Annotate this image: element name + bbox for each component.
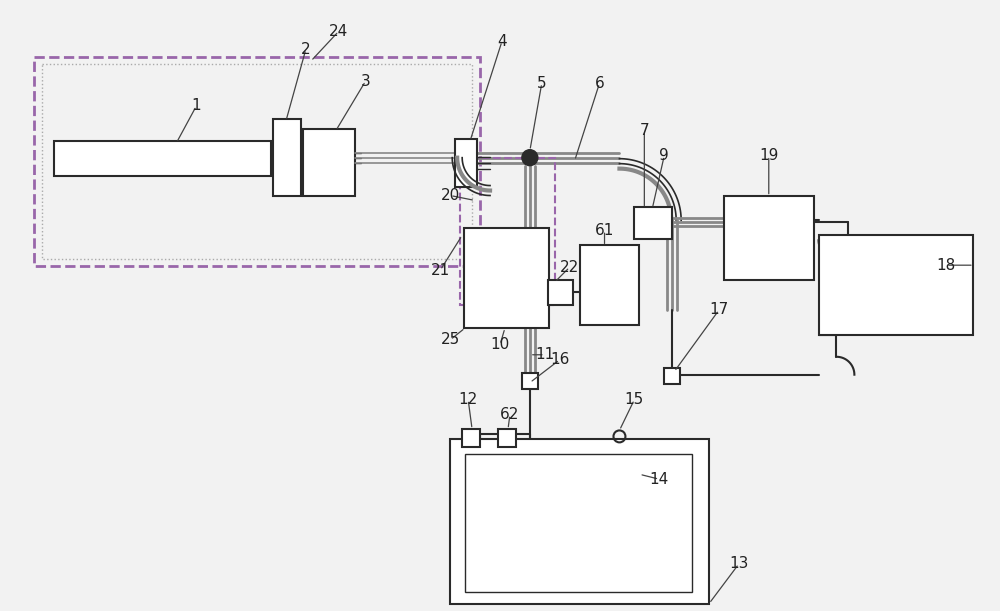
Bar [522,373,538,389]
Bar [548,280,573,305]
Bar [455,139,477,186]
Bar [303,129,355,197]
Text: 6: 6 [595,76,604,90]
Bar [465,455,692,591]
Bar [724,196,814,280]
Text: 9: 9 [659,148,669,163]
Bar [634,208,672,240]
Bar [42,64,472,259]
Text: 16: 16 [550,353,569,367]
Bar [498,430,516,447]
Text: 10: 10 [490,337,510,353]
Text: 25: 25 [441,332,460,347]
Bar [450,439,709,604]
Bar [54,141,271,175]
Text: 19: 19 [759,148,778,163]
Text: 3: 3 [361,73,370,89]
Bar [273,119,301,197]
Text: 17: 17 [709,302,729,318]
Text: 7: 7 [640,123,649,138]
Circle shape [522,150,538,166]
Bar [664,368,680,384]
Text: 18: 18 [936,258,956,273]
Bar [580,245,639,325]
Text: 15: 15 [625,392,644,407]
Text: 4: 4 [497,34,507,49]
Text: 14: 14 [650,472,669,487]
Text: 62: 62 [500,407,520,422]
Text: 13: 13 [729,557,749,571]
Bar [460,158,555,305]
Text: 12: 12 [459,392,478,407]
Text: 61: 61 [595,223,614,238]
Bar [462,430,480,447]
Text: 1: 1 [192,98,201,114]
Text: 22: 22 [560,260,579,275]
Text: 5: 5 [537,76,547,90]
Text: 11: 11 [535,347,554,362]
Bar [819,235,973,335]
Text: 2: 2 [301,42,311,57]
Text: 24: 24 [329,24,348,38]
Text: 20: 20 [441,188,460,203]
Bar [34,57,480,266]
Bar [464,229,549,328]
Text: 21: 21 [431,263,450,277]
